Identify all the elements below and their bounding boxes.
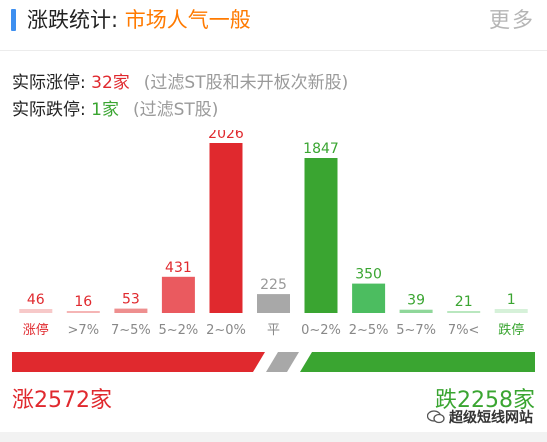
limit-up-note: (过滤ST股和未开板次新股) — [143, 73, 349, 93]
bar-5 — [257, 294, 290, 313]
bar-value-label: 431 — [165, 260, 192, 276]
category-label: 7%< — [448, 323, 480, 338]
bar-4 — [209, 143, 243, 313]
limit-down-note: (过滤ST股) — [132, 100, 219, 120]
page-title: 涨跌统计: 市场人气一般 — [27, 6, 251, 34]
watermark: 超级短线网站 — [427, 408, 533, 428]
category-label: 2~5% — [349, 323, 389, 338]
bar-10 — [494, 309, 528, 313]
bar-value-label: 225 — [260, 277, 287, 293]
limit-down-value: 1家 — [91, 100, 119, 120]
header-bar: 涨跌统计: 市场人气一般 更多 — [0, 0, 547, 42]
bar-8 — [399, 309, 433, 313]
limit-up-stat: 实际涨停: 32家 (过滤ST股和未开板次新股) — [12, 72, 348, 94]
bar-value-label: 16 — [74, 294, 92, 310]
category-label: 7~5% — [111, 323, 151, 338]
category-label: 0~2% — [301, 323, 341, 338]
ratio-down-segment — [300, 352, 535, 372]
ratio-up-segment — [12, 352, 265, 372]
bar-value-label: 39 — [407, 293, 425, 309]
more-link[interactable]: 更多 — [489, 8, 535, 32]
category-label: 5~7% — [396, 323, 436, 338]
title-label: 涨跌统计: — [27, 8, 119, 32]
bar-value-label: 350 — [355, 267, 382, 283]
bar-value-label: 53 — [122, 292, 140, 308]
bar-2 — [114, 308, 148, 313]
category-label: 跌停 — [498, 322, 524, 338]
wechat-icon — [427, 410, 445, 424]
limit-up-label: 实际涨停: — [12, 73, 86, 93]
bar-value-label: 21 — [455, 294, 473, 310]
category-label: 涨停 — [23, 322, 49, 338]
limit-up-value: 32家 — [91, 73, 130, 93]
watermark-text: 超级短线网站 — [449, 410, 533, 426]
bar-7 — [352, 283, 386, 313]
up-down-ratio-bar — [12, 352, 535, 372]
category-label: >7% — [68, 323, 100, 338]
ratio-flat-segment — [266, 352, 299, 372]
accent-mark — [11, 9, 16, 31]
bar-value-label: 1847 — [303, 141, 339, 157]
limit-down-stat: 实际跌停: 1家 (过滤ST股) — [12, 99, 218, 121]
limit-down-label: 实际跌停: — [12, 100, 86, 120]
distribution-chart: 46 涨停 16 >7% 53 7~5% 431 5~2% 2026 2~0% 225 平 1847 0~… — [19, 130, 528, 338]
bar-value-label: 46 — [27, 292, 45, 308]
bar-3 — [161, 276, 195, 313]
total-down-count: 跌2258家 — [435, 388, 535, 413]
bar-0 — [19, 309, 53, 313]
bar-9 — [447, 311, 481, 313]
market-mood-value: 市场人气一般 — [124, 8, 251, 32]
header-divider — [0, 50, 547, 51]
total-up-count: 涨2572家 — [12, 388, 112, 413]
bottom-strip — [0, 432, 547, 442]
bar-value-label: 1 — [507, 292, 516, 308]
category-label: 2~0% — [206, 323, 246, 338]
bar-value-label: 2026 — [208, 130, 244, 142]
bar-6 — [304, 158, 338, 313]
category-label: 平 — [267, 323, 280, 338]
bar-1 — [66, 311, 100, 313]
category-label: 5~2% — [159, 323, 199, 338]
